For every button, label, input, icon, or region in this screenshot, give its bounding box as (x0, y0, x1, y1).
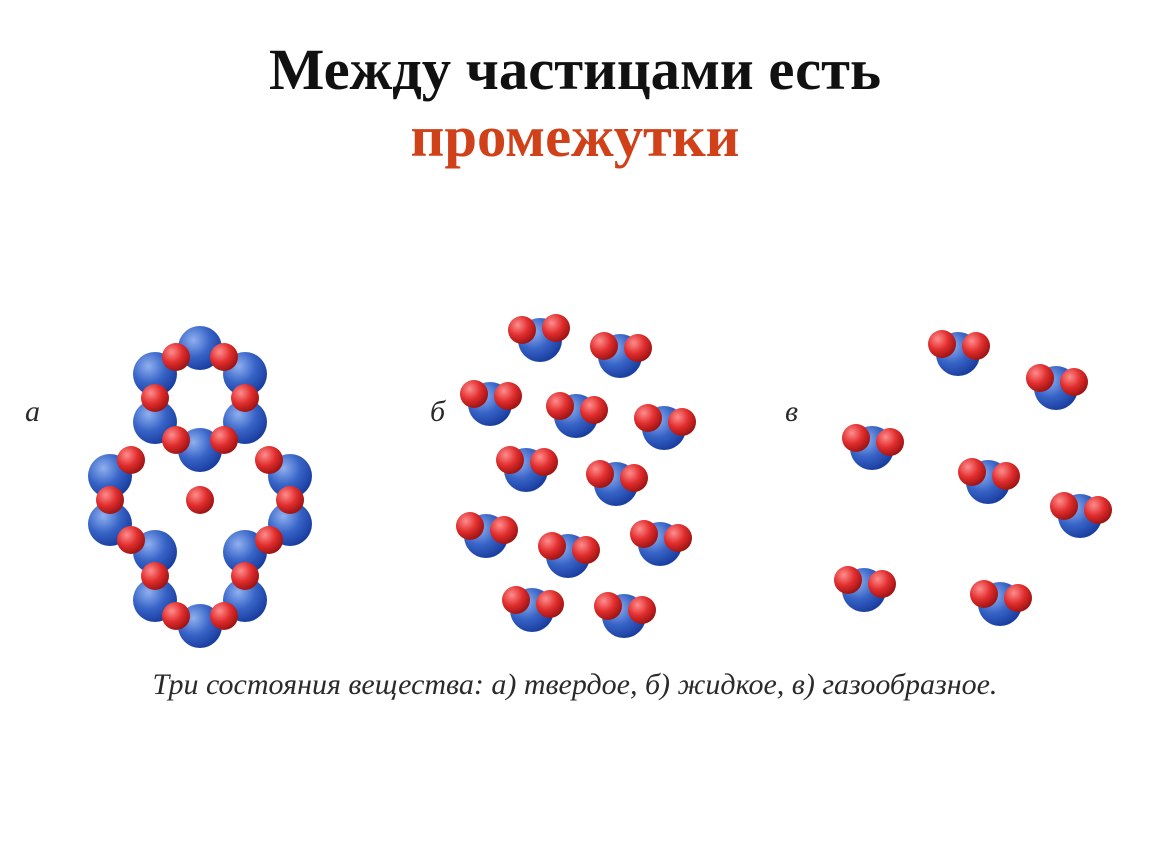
atom-red (536, 590, 564, 618)
atom-red (141, 562, 169, 590)
page-title: Между частицами есть промежутки (0, 36, 1150, 171)
atom-red (530, 448, 558, 476)
atom-red (928, 330, 956, 358)
atom-red (255, 526, 283, 554)
atom-red (1050, 492, 1078, 520)
atom-red (546, 392, 574, 420)
title-line-1: Между частицами есть (0, 36, 1150, 103)
atom-red (842, 424, 870, 452)
atom-red (1060, 368, 1088, 396)
atom-red (580, 396, 608, 424)
atom-red (962, 332, 990, 360)
atom-red (1084, 496, 1112, 524)
atom-red (572, 536, 600, 564)
atom-red (992, 462, 1020, 490)
atom-red (664, 524, 692, 552)
atom-red (620, 464, 648, 492)
atom-red (594, 592, 622, 620)
atom-red (162, 602, 190, 630)
atom-red (876, 428, 904, 456)
atom-red (276, 486, 304, 514)
atom-red (502, 586, 530, 614)
atom-red (538, 532, 566, 560)
atom-red (117, 526, 145, 554)
atom-red (96, 486, 124, 514)
atom-red (210, 426, 238, 454)
atom-red (231, 384, 259, 412)
atom-red (628, 596, 656, 624)
atom-red (1026, 364, 1054, 392)
atom-red (630, 520, 658, 548)
atom-red (117, 446, 145, 474)
atom-red (162, 343, 190, 371)
atom-red (624, 334, 652, 362)
atom-red (210, 343, 238, 371)
atom-red (231, 562, 259, 590)
atom-red (141, 384, 169, 412)
atom-red (668, 408, 696, 436)
atom-red (542, 314, 570, 342)
atom-red (460, 380, 488, 408)
atom-red (634, 404, 662, 432)
atom-red (590, 332, 618, 360)
svg-layer (88, 314, 1112, 648)
title-line-2: промежутки (0, 103, 1150, 170)
atom-red (210, 602, 238, 630)
atom-red (586, 460, 614, 488)
atom-red (508, 316, 536, 344)
atom-red (490, 516, 518, 544)
atom-red (868, 570, 896, 598)
atom-red (186, 486, 214, 514)
atom-red (834, 566, 862, 594)
atom-red (494, 382, 522, 410)
atom-red (958, 458, 986, 486)
atom-red (456, 512, 484, 540)
atom-red (162, 426, 190, 454)
particles-diagram (0, 300, 1150, 660)
atom-red (255, 446, 283, 474)
atom-red (496, 446, 524, 474)
atom-red (1004, 584, 1032, 612)
figure-caption: Три состояния вещества: а) твердое, б) ж… (0, 668, 1150, 702)
page-root: Между частицами есть промежутки а б в Тр… (0, 0, 1150, 864)
atom-red (970, 580, 998, 608)
